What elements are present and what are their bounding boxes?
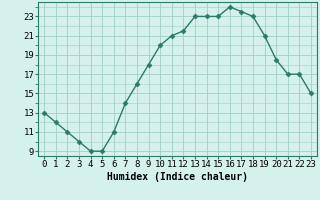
X-axis label: Humidex (Indice chaleur): Humidex (Indice chaleur) [107,172,248,182]
